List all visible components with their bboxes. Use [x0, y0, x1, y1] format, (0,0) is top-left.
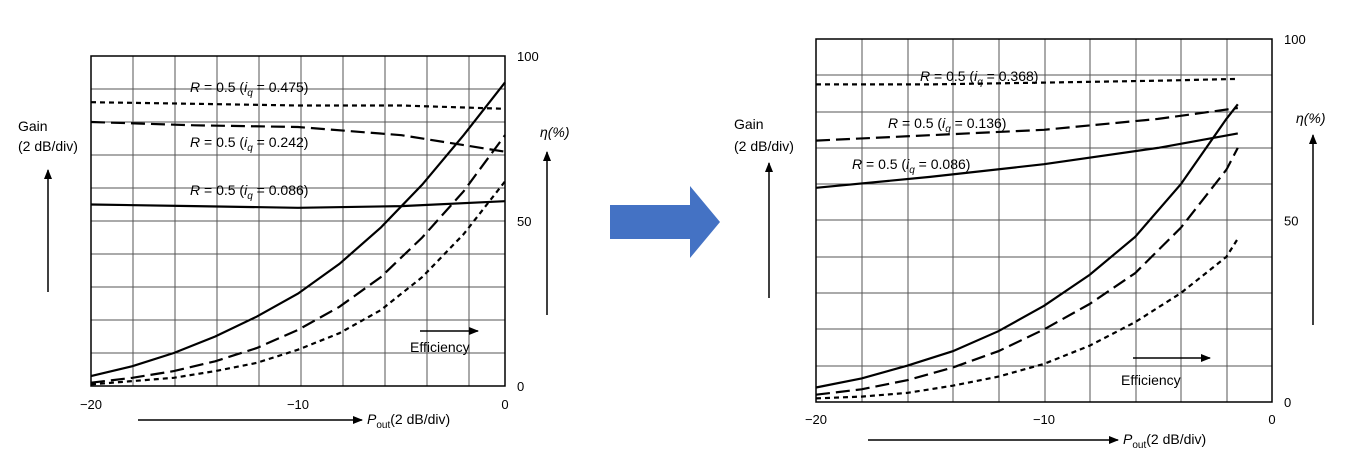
efficiency-curve-dotted — [90, 180, 506, 386]
y-tick-label: 50 — [517, 214, 531, 229]
x-axis-label: Pout(2 dB/div) — [1123, 431, 1206, 451]
gain-curve-solid — [90, 200, 506, 209]
right-axis-label: η(%) — [540, 124, 570, 140]
gain-curve-dotted — [816, 77, 1238, 86]
gain-curve-dotted — [90, 101, 506, 110]
efficiency-curve-dashed — [90, 134, 506, 384]
gain-curve-dashed — [815, 106, 1238, 142]
transition-arrow-icon — [610, 186, 720, 258]
plot-frame — [90, 55, 506, 387]
x-tick-label: 0 — [501, 397, 508, 412]
x-tick-label: −20 — [80, 397, 102, 412]
x-tick-label: −10 — [1033, 412, 1055, 427]
gain-curve-solid — [815, 132, 1238, 189]
x-tick-label: 0 — [1268, 412, 1275, 427]
left-axis-label-line2: (2 dB/div) — [18, 138, 78, 154]
plot-frame — [815, 38, 1273, 403]
left-axis-label-line1: Gain — [734, 116, 764, 132]
left-axis-label-line1: Gain — [18, 118, 48, 134]
efficiency-curve-solid — [815, 103, 1239, 389]
grid — [815, 38, 1273, 403]
y-tick-label: 0 — [517, 379, 524, 394]
x-axis-label: Pout(2 dB/div) — [367, 411, 450, 431]
series-label: R = 0.5 (iq = 0.475) — [190, 79, 308, 99]
y-tick-label: 100 — [517, 49, 539, 64]
series-label: R = 0.5 (iq = 0.242) — [190, 134, 308, 154]
x-tick-label: −20 — [805, 412, 827, 427]
series-label: R = 0.5 (iq = 0.368) — [920, 68, 1038, 88]
chart-before: −20 −10 00 50 100 R = 0.5 (iq = 0.475) R = 0.5… — [18, 49, 570, 431]
y-tick-label: 0 — [1284, 395, 1291, 410]
efficiency-annotation: Efficiency — [410, 339, 470, 355]
y-tick-label: 100 — [1284, 32, 1306, 47]
efficiency-curve-dotted — [815, 238, 1239, 400]
left-axis-label-line2: (2 dB/div) — [734, 138, 794, 154]
series-label: R = 0.5 (iq = 0.086) — [190, 182, 308, 202]
series-label: R = 0.5 (iq = 0.086) — [852, 156, 970, 176]
y-tick-label: 50 — [1284, 214, 1298, 229]
x-tick-label: −10 — [287, 397, 309, 412]
gain-curve-dashed — [90, 120, 506, 153]
series-label: R = 0.5 (iq = 0.136) — [888, 115, 1006, 135]
right-axis-label: η(%) — [1296, 110, 1326, 126]
chart-after: −20 −10 00 50 100 R = 0.5 (iq = 0.368) R = 0.5… — [734, 32, 1326, 451]
efficiency-annotation: Efficiency — [1121, 372, 1181, 388]
efficiency-curve-solid — [90, 81, 506, 378]
